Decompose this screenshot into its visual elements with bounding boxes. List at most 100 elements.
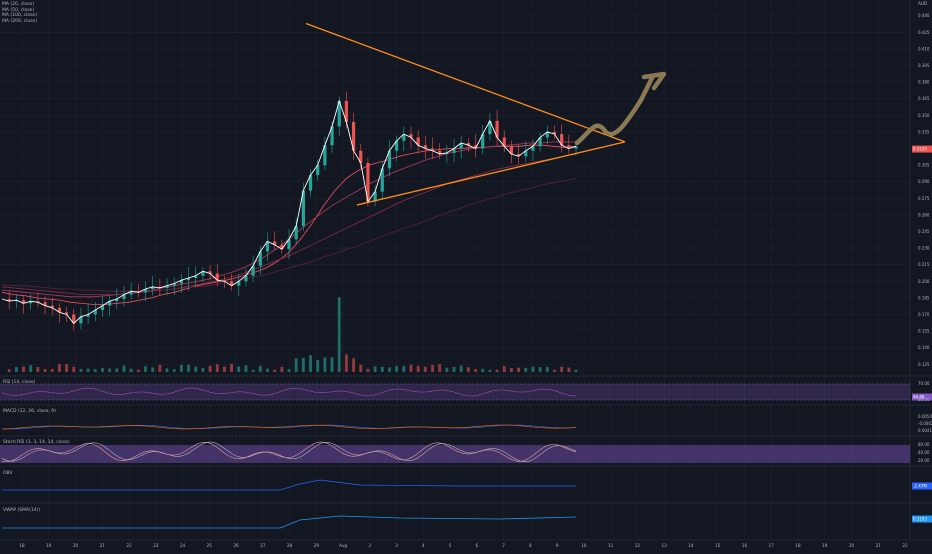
candle[interactable] <box>100 305 105 311</box>
candle[interactable] <box>430 148 435 151</box>
candle[interactable] <box>524 150 528 157</box>
candle[interactable] <box>552 131 557 135</box>
projection-arrow[interactable] <box>574 71 667 146</box>
candle[interactable] <box>502 137 506 147</box>
candle[interactable] <box>57 307 61 313</box>
candle[interactable] <box>43 302 47 306</box>
candle[interactable] <box>14 300 18 302</box>
candle[interactable] <box>287 239 291 250</box>
candle[interactable] <box>7 298 11 302</box>
vwap-pane-label[interactable]: VWAP (SMA(14)) <box>3 508 41 513</box>
candle[interactable] <box>79 316 83 324</box>
candle[interactable] <box>473 145 478 149</box>
candle[interactable] <box>517 154 521 157</box>
ma-line-3[interactable] <box>1 178 577 292</box>
ma-line-0[interactable] <box>1 144 577 305</box>
legend-ma200[interactable]: MA (200, close) <box>2 18 37 24</box>
candle[interactable] <box>531 146 535 151</box>
candle[interactable] <box>387 150 392 169</box>
candle[interactable] <box>194 275 198 278</box>
stochrsi-pane-label[interactable]: Stoch RSI (3, 3, 14, 14, close) <box>3 440 70 445</box>
candle[interactable] <box>330 126 334 146</box>
candle[interactable] <box>64 312 69 315</box>
candle[interactable] <box>452 148 456 153</box>
candle[interactable] <box>344 100 348 122</box>
candle[interactable] <box>50 305 54 308</box>
candle[interactable] <box>423 145 427 149</box>
candle[interactable] <box>129 291 133 295</box>
candle[interactable] <box>186 277 191 281</box>
candle[interactable] <box>366 162 370 202</box>
macd-pane-label[interactable]: MACD (12, 26, close, 9) <box>3 409 56 414</box>
candle[interactable] <box>165 285 169 288</box>
candle[interactable] <box>122 294 126 299</box>
candle[interactable] <box>158 286 162 288</box>
candle[interactable] <box>115 298 119 302</box>
candle[interactable] <box>230 281 234 286</box>
candle[interactable] <box>215 273 219 281</box>
candle[interactable] <box>509 146 514 155</box>
candle[interactable] <box>308 175 313 191</box>
rsi-pane-label[interactable]: RSI (14, close) <box>3 380 36 385</box>
triangle-lower-line[interactable] <box>356 141 626 206</box>
candle[interactable] <box>560 134 564 146</box>
candle[interactable] <box>143 289 148 293</box>
candle[interactable] <box>273 241 277 245</box>
candle[interactable] <box>237 281 241 286</box>
candle[interactable] <box>481 134 485 149</box>
projection-path[interactable] <box>574 75 655 146</box>
candle[interactable] <box>574 146 578 149</box>
candle[interactable] <box>495 120 499 138</box>
triangle-upper-line[interactable] <box>305 22 626 143</box>
ma-line-2[interactable] <box>1 153 577 296</box>
candle[interactable] <box>258 251 262 266</box>
candle[interactable] <box>36 301 40 303</box>
candle[interactable] <box>316 165 320 176</box>
candle[interactable] <box>323 145 327 166</box>
candle[interactable] <box>416 137 420 146</box>
candle[interactable] <box>172 283 176 286</box>
legend-ma100[interactable]: MA (100, close) <box>2 13 37 19</box>
candle[interactable] <box>466 142 470 146</box>
candle[interactable] <box>136 291 140 293</box>
candle[interactable] <box>351 121 356 151</box>
candle[interactable] <box>222 280 227 282</box>
candle[interactable] <box>438 150 442 155</box>
candle[interactable] <box>179 280 183 284</box>
candle[interactable] <box>409 134 413 138</box>
candle[interactable] <box>208 271 212 274</box>
candle[interactable] <box>538 137 542 147</box>
candle[interactable] <box>545 131 549 138</box>
candle[interactable] <box>29 301 33 304</box>
candle[interactable] <box>201 271 205 276</box>
projection-arrowhead[interactable] <box>641 71 667 91</box>
price-line[interactable] <box>1 99 577 324</box>
legend-ma50[interactable]: MA (50, close) <box>2 7 35 13</box>
candle[interactable] <box>488 120 492 135</box>
candle[interactable] <box>294 225 298 240</box>
candle[interactable] <box>567 145 571 149</box>
candle[interactable] <box>280 244 284 250</box>
candle[interactable] <box>359 150 363 163</box>
candle[interactable] <box>395 140 399 151</box>
candle[interactable] <box>459 142 463 149</box>
candle[interactable] <box>244 275 248 282</box>
candle[interactable] <box>337 100 341 127</box>
candle[interactable] <box>108 301 112 306</box>
candle[interactable] <box>265 241 270 252</box>
candle[interactable] <box>251 265 255 276</box>
candle[interactable] <box>151 286 155 290</box>
candle[interactable] <box>21 300 26 304</box>
candle[interactable] <box>93 310 97 315</box>
candle[interactable] <box>373 191 377 202</box>
candle[interactable] <box>380 168 384 192</box>
candle[interactable] <box>301 190 305 226</box>
legend-ma20[interactable]: MA (20, close) <box>2 2 35 7</box>
obv-pane-label[interactable]: OBV <box>3 471 13 476</box>
candle[interactable] <box>86 314 90 317</box>
candle[interactable] <box>402 134 406 141</box>
candle[interactable] <box>72 314 76 324</box>
triangle-pattern[interactable] <box>305 22 626 206</box>
candle[interactable] <box>445 152 449 155</box>
